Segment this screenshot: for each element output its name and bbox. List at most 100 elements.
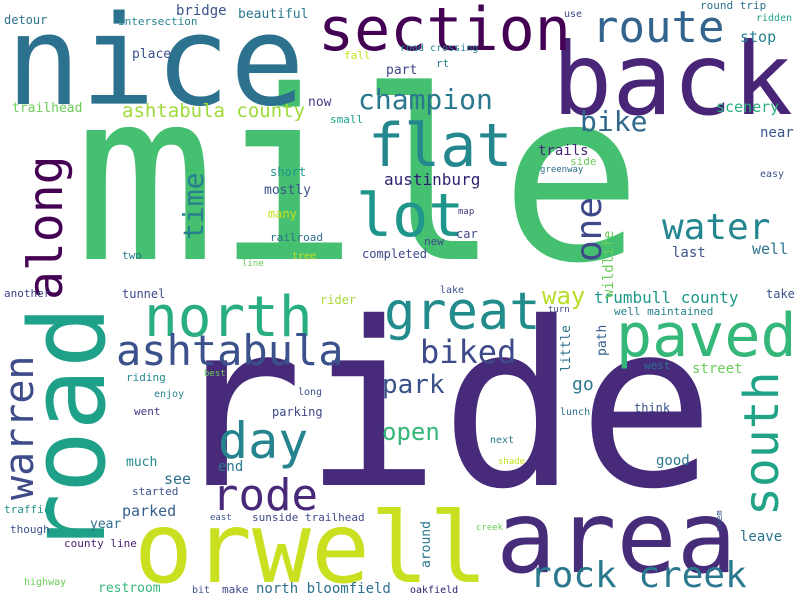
word-turn: turn <box>548 305 570 315</box>
word-wildlife: wildlife <box>601 230 617 298</box>
word-area: area <box>496 479 737 596</box>
word-little: little <box>559 325 574 372</box>
word-road-crossing: road crossing <box>400 43 479 54</box>
word-go: go <box>572 374 594 395</box>
word-west: west <box>644 359 671 372</box>
word-easy: easy <box>760 169 785 180</box>
word-time: time <box>177 172 210 240</box>
word-lake: lake <box>440 285 465 296</box>
word-champion: champion <box>358 83 493 116</box>
word-county-line: county line <box>64 537 137 550</box>
word-use: use <box>564 9 583 20</box>
word-mostly: mostly <box>264 183 311 198</box>
word-end: end <box>218 459 244 475</box>
word-tunnel: tunnel <box>122 287 166 301</box>
word-back: back <box>552 21 793 138</box>
word-riding: riding <box>126 371 166 384</box>
word-park: park <box>382 370 445 400</box>
word-good: good <box>656 453 690 469</box>
word-seem: seem <box>715 510 725 532</box>
word-bike: bike <box>580 105 648 138</box>
word-side: side <box>570 155 597 168</box>
word-now: now <box>308 95 332 110</box>
word-restroom: restroom <box>98 581 161 596</box>
word-new: new <box>424 235 444 248</box>
word-day: day <box>218 412 309 470</box>
word-biked: biked <box>420 333 517 371</box>
word-another: another <box>4 287 51 300</box>
word-open: open <box>382 418 440 446</box>
word-water: water <box>662 207 771 248</box>
word-enjoy: enjoy <box>154 389 185 400</box>
word-detour: detour <box>4 13 48 27</box>
word-tree: tree <box>292 251 317 262</box>
word-started: started <box>132 485 179 498</box>
word-intersection: intersection <box>118 15 198 28</box>
word-small: small <box>330 113 364 126</box>
word-orwell: orwell <box>134 492 489 600</box>
word-along: along <box>18 155 74 301</box>
word-scenery: scenery <box>716 98 780 116</box>
word-rt: rt <box>436 57 450 70</box>
word-next: next <box>490 435 515 446</box>
word-shade: shade <box>498 457 526 467</box>
word-parking: parking <box>272 405 323 419</box>
word-sunside-trailhead: sunside trailhead <box>252 511 365 524</box>
word-route: route <box>592 2 725 53</box>
word-best: best <box>204 369 226 379</box>
word-south: south <box>734 371 790 517</box>
word-take: take <box>766 287 795 301</box>
word-two: two <box>122 249 142 262</box>
word-bit: bit <box>192 585 211 596</box>
word-near: near <box>760 125 794 141</box>
word-ashtabula: ashtabula <box>116 326 344 375</box>
word-leave: leave <box>740 529 783 545</box>
word-short: short <box>270 165 307 179</box>
word-highway: highway <box>24 577 67 588</box>
word-car: car <box>456 227 478 241</box>
word-make: make <box>222 583 249 596</box>
word-section: section <box>318 0 571 65</box>
word-long: long <box>298 387 323 398</box>
word-place: place <box>132 47 172 62</box>
word-fall: fall <box>344 49 371 62</box>
word-mile: mile <box>74 40 643 315</box>
word-rock-creek: rock creek <box>530 555 747 596</box>
word-nice: nice <box>6 0 305 134</box>
word-think: think <box>634 401 671 415</box>
word-though: though <box>10 523 50 536</box>
word-rider: rider <box>320 293 357 307</box>
word-ride: ride <box>166 273 716 539</box>
word-east: east <box>210 513 232 523</box>
word-creek: creek <box>476 523 504 533</box>
word-paved: paved <box>616 301 797 371</box>
word-completed: completed <box>362 247 428 261</box>
word-line: line <box>242 259 264 269</box>
word-bridge: bridge <box>176 3 227 19</box>
word-around: around <box>419 521 434 568</box>
word-railroad: railroad <box>270 231 323 244</box>
word-austinburg: austinburg <box>384 170 481 189</box>
word-warren: warren <box>0 355 43 501</box>
word-great: great <box>384 282 541 342</box>
word-many: many <box>268 207 297 221</box>
word-traffic: traffic <box>4 503 51 516</box>
word-trailhead: trailhead <box>12 101 83 116</box>
word-ashtabula-county: ashtabula county <box>122 100 306 122</box>
word-stop: stop <box>740 28 777 46</box>
word-well-maintained: well maintained <box>614 305 714 318</box>
word-north-bloomfield: north bloomfield <box>256 581 391 597</box>
word-parked: parked <box>122 502 177 520</box>
word-round-trip: round trip <box>700 0 767 12</box>
word-ridden: ridden <box>756 13 793 24</box>
word-flat: flat <box>368 111 513 181</box>
word-last: last <box>672 245 706 261</box>
word-lunch: lunch <box>560 407 591 418</box>
word-well: well <box>752 240 789 258</box>
word-oakfield: oakfield <box>410 585 459 596</box>
word-way: way <box>542 282 586 310</box>
word-street: street <box>692 361 743 377</box>
word-year: year <box>90 517 122 532</box>
word-went: went <box>134 405 161 418</box>
